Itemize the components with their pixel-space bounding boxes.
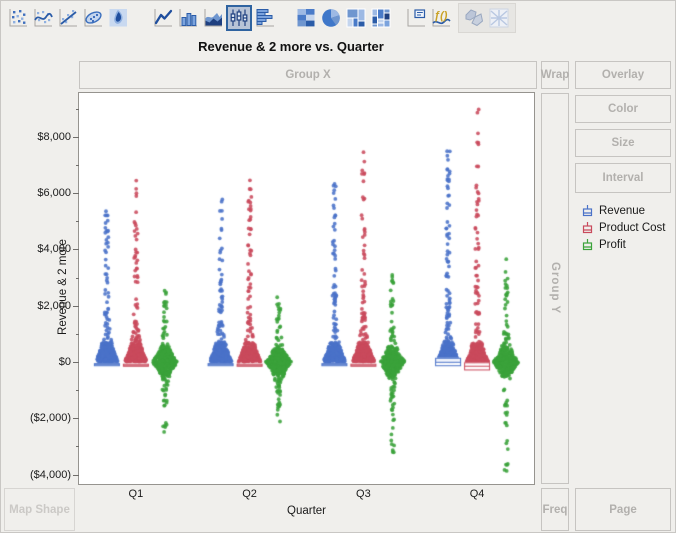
y-tick-label: ($2,000)	[30, 412, 71, 425]
y-tick-label: ($4,000)	[30, 468, 71, 481]
y-minor-tick	[76, 108, 79, 110]
x-tick-label: Q1	[128, 488, 144, 500]
drop-zone-wrap[interactable]: Wrap	[541, 61, 569, 89]
drop-zone-overlay[interactable]: Overlay	[575, 61, 671, 89]
y-major-tick	[73, 193, 79, 195]
drop-zone-interval[interactable]: Interval	[575, 163, 671, 193]
plot-area[interactable]	[78, 92, 535, 485]
formula-icon[interactable]: ƒ()	[429, 6, 453, 30]
y-major-tick	[73, 362, 79, 363]
y-major-tick	[73, 136, 79, 138]
points-chart-icon[interactable]	[6, 6, 30, 30]
box-plot-chart-icon[interactable]	[226, 5, 252, 31]
histogram-chart-icon[interactable]	[253, 6, 277, 30]
y-tick-label: $0	[58, 356, 71, 368]
x-tick-label: Q3	[356, 488, 371, 500]
legend-item-revenue[interactable]: Revenue	[581, 202, 665, 219]
y-major-tick	[73, 305, 79, 307]
line-of-fit-chart-icon[interactable]	[56, 6, 80, 30]
mosaic-chart-icon[interactable]	[369, 6, 393, 30]
box-plot-glyph-icon	[582, 238, 593, 250]
pie-chart-icon[interactable]	[319, 6, 343, 30]
y-major-tick	[73, 418, 79, 420]
drop-zone-page[interactable]: Page	[575, 488, 671, 531]
legend-item-profit[interactable]: Profit	[581, 236, 665, 253]
drop-zone-color[interactable]: Color	[575, 95, 671, 123]
smoother-chart-icon[interactable]	[31, 6, 55, 30]
x-axis-title: Quarter	[287, 505, 326, 517]
scatter-canvas[interactable]	[79, 93, 534, 484]
area-chart-icon[interactable]	[201, 6, 225, 30]
graph-title: Revenue & 2 more vs. Quarter	[198, 39, 384, 54]
y-minor-tick	[76, 390, 79, 392]
element-type-toolbar: ƒ()	[1, 1, 675, 35]
contour-chart-icon[interactable]	[106, 6, 130, 30]
y-minor-tick	[76, 221, 79, 223]
box-plot-glyph-icon	[582, 204, 593, 216]
legend: Revenue Product Cost Profit	[581, 202, 665, 253]
drop-zone-group-y[interactable]: Group Y	[541, 93, 569, 484]
y-tick-label: $2,000	[37, 299, 71, 312]
treemap-chart-icon[interactable]	[344, 6, 368, 30]
drop-zone-group-x[interactable]: Group X	[79, 61, 537, 89]
ellipse-chart-icon[interactable]	[81, 6, 105, 30]
drop-zone-freq[interactable]: Freq	[541, 488, 569, 531]
y-tick-label: $8,000	[37, 130, 71, 143]
parallel-plot-icon	[487, 6, 511, 30]
formula-glyph: ƒ()	[434, 10, 448, 22]
y-minor-tick	[76, 446, 79, 448]
x-tick-label: Q2	[242, 488, 257, 500]
y-tick-label: $4,000	[37, 243, 71, 256]
line-chart-icon[interactable]	[151, 6, 175, 30]
map-shapes-icon	[462, 6, 486, 30]
heatmap-chart-icon[interactable]	[294, 6, 318, 30]
drop-zone-map-shape[interactable]: Map Shape	[4, 488, 75, 531]
bar-chart-icon[interactable]	[176, 6, 200, 30]
y-minor-tick	[76, 164, 79, 166]
legend-item-product-cost[interactable]: Product Cost	[581, 219, 665, 236]
disabled-tools-panel	[458, 3, 516, 33]
y-major-tick	[73, 249, 79, 251]
y-tick-label: $6,000	[37, 187, 71, 200]
y-minor-tick	[76, 277, 79, 279]
drop-zone-size[interactable]: Size	[575, 129, 671, 157]
box-plot-glyph-icon	[582, 221, 593, 233]
y-major-tick	[73, 474, 79, 476]
caption-box-icon[interactable]	[404, 6, 428, 30]
y-minor-tick	[76, 333, 79, 335]
x-tick-label: Q4	[469, 488, 485, 500]
